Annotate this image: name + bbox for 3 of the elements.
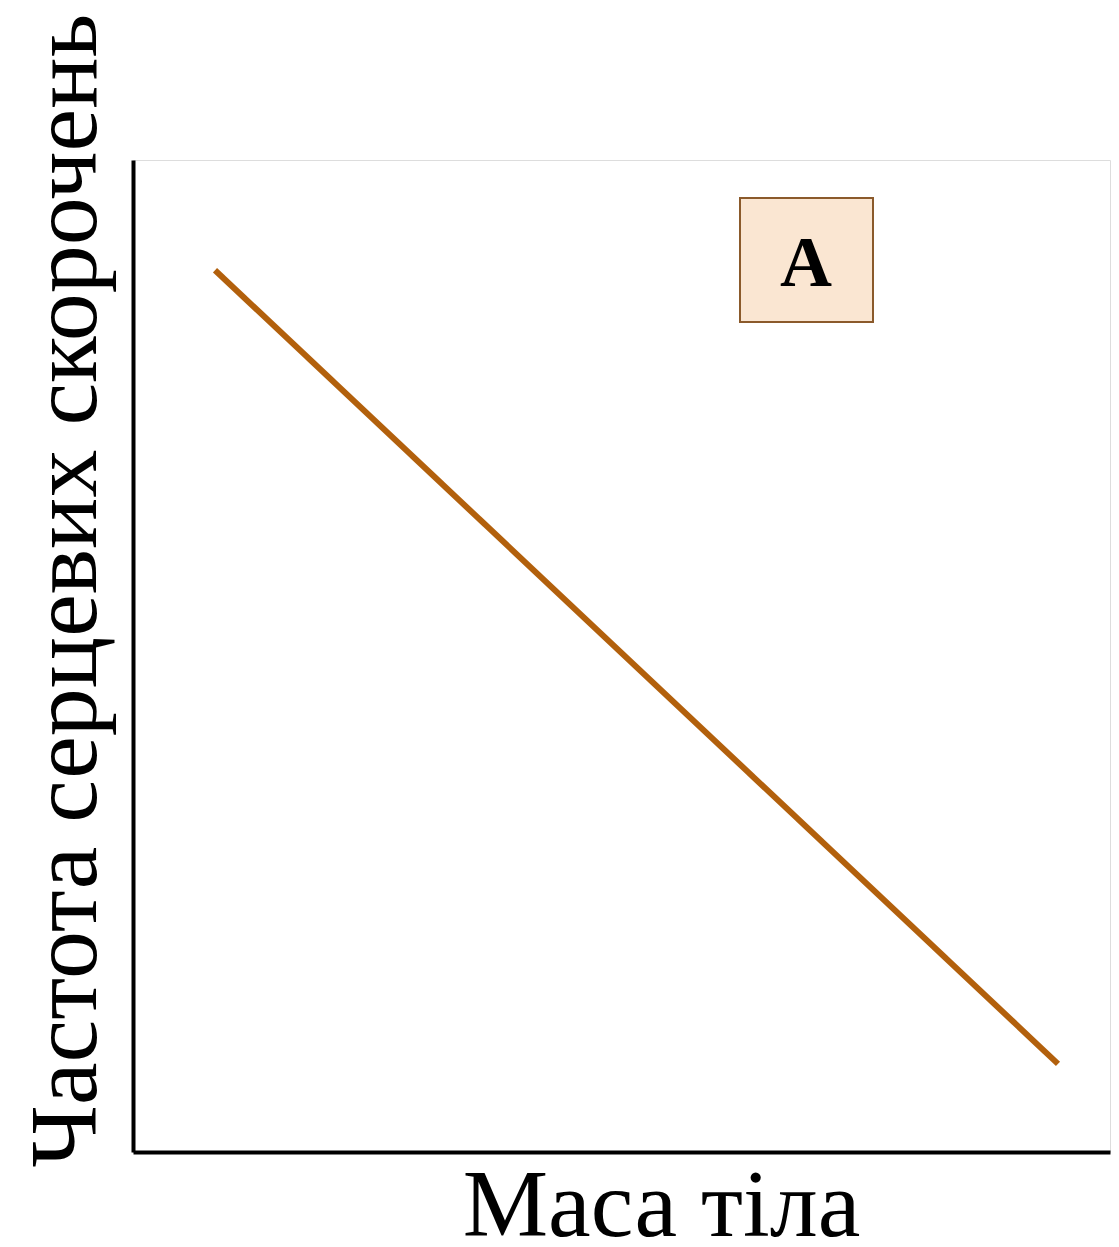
y-axis-title: Частота серцевих скорочень	[9, 13, 117, 1168]
x-axis-title: Маса тіла	[462, 1149, 861, 1247]
annotation: A	[780, 222, 832, 302]
